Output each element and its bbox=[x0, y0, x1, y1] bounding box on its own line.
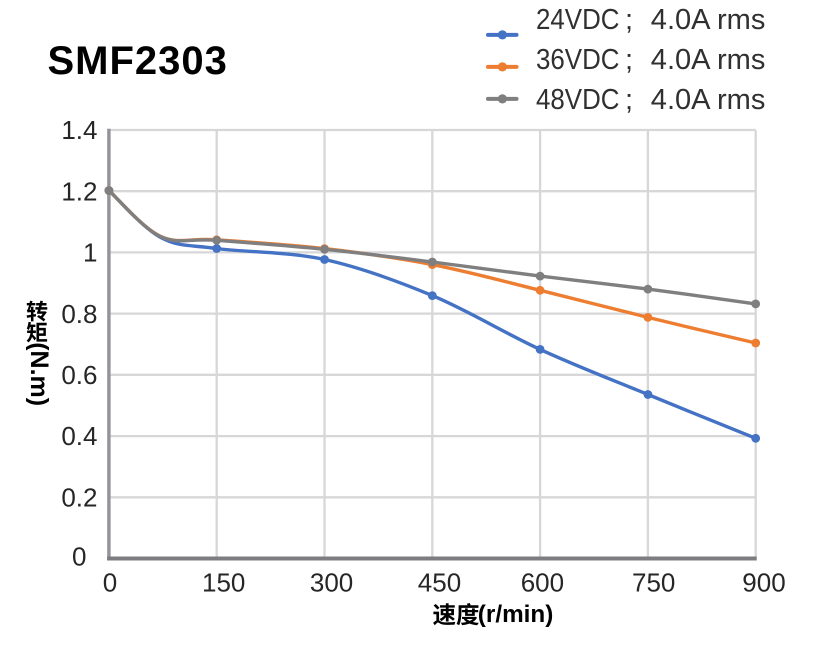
svg-text:0.8: 0.8 bbox=[61, 299, 97, 329]
svg-text:300: 300 bbox=[310, 568, 353, 598]
svg-text:4.0A rms: 4.0A rms bbox=[651, 4, 766, 36]
svg-text:600: 600 bbox=[521, 568, 564, 598]
svg-text:36VDC: 36VDC bbox=[536, 44, 620, 76]
svg-text:4.0A rms: 4.0A rms bbox=[651, 84, 766, 116]
svg-text:(N.m): (N.m) bbox=[25, 342, 53, 406]
svg-text:1: 1 bbox=[83, 238, 97, 268]
svg-text:(r/min): (r/min) bbox=[478, 601, 554, 628]
svg-text:SMF2303: SMF2303 bbox=[48, 39, 228, 83]
svg-text:;: ; bbox=[625, 4, 633, 36]
svg-text:24VDC: 24VDC bbox=[536, 4, 620, 36]
svg-text:48VDC: 48VDC bbox=[536, 84, 620, 116]
svg-text:0: 0 bbox=[103, 568, 117, 598]
svg-text:0.2: 0.2 bbox=[61, 483, 97, 513]
svg-text:;: ; bbox=[625, 84, 633, 116]
svg-text:1.2: 1.2 bbox=[61, 176, 97, 206]
svg-text:1.4: 1.4 bbox=[61, 115, 97, 145]
svg-text:;: ; bbox=[625, 44, 633, 76]
svg-text:150: 150 bbox=[202, 568, 245, 598]
svg-text:0.4: 0.4 bbox=[61, 421, 97, 451]
svg-text:900: 900 bbox=[742, 568, 785, 598]
svg-text:750: 750 bbox=[632, 568, 675, 598]
svg-text:0: 0 bbox=[72, 541, 86, 571]
svg-text:4.0A rms: 4.0A rms bbox=[651, 44, 766, 76]
svg-text:0.6: 0.6 bbox=[61, 360, 97, 390]
svg-text:450: 450 bbox=[418, 568, 461, 598]
